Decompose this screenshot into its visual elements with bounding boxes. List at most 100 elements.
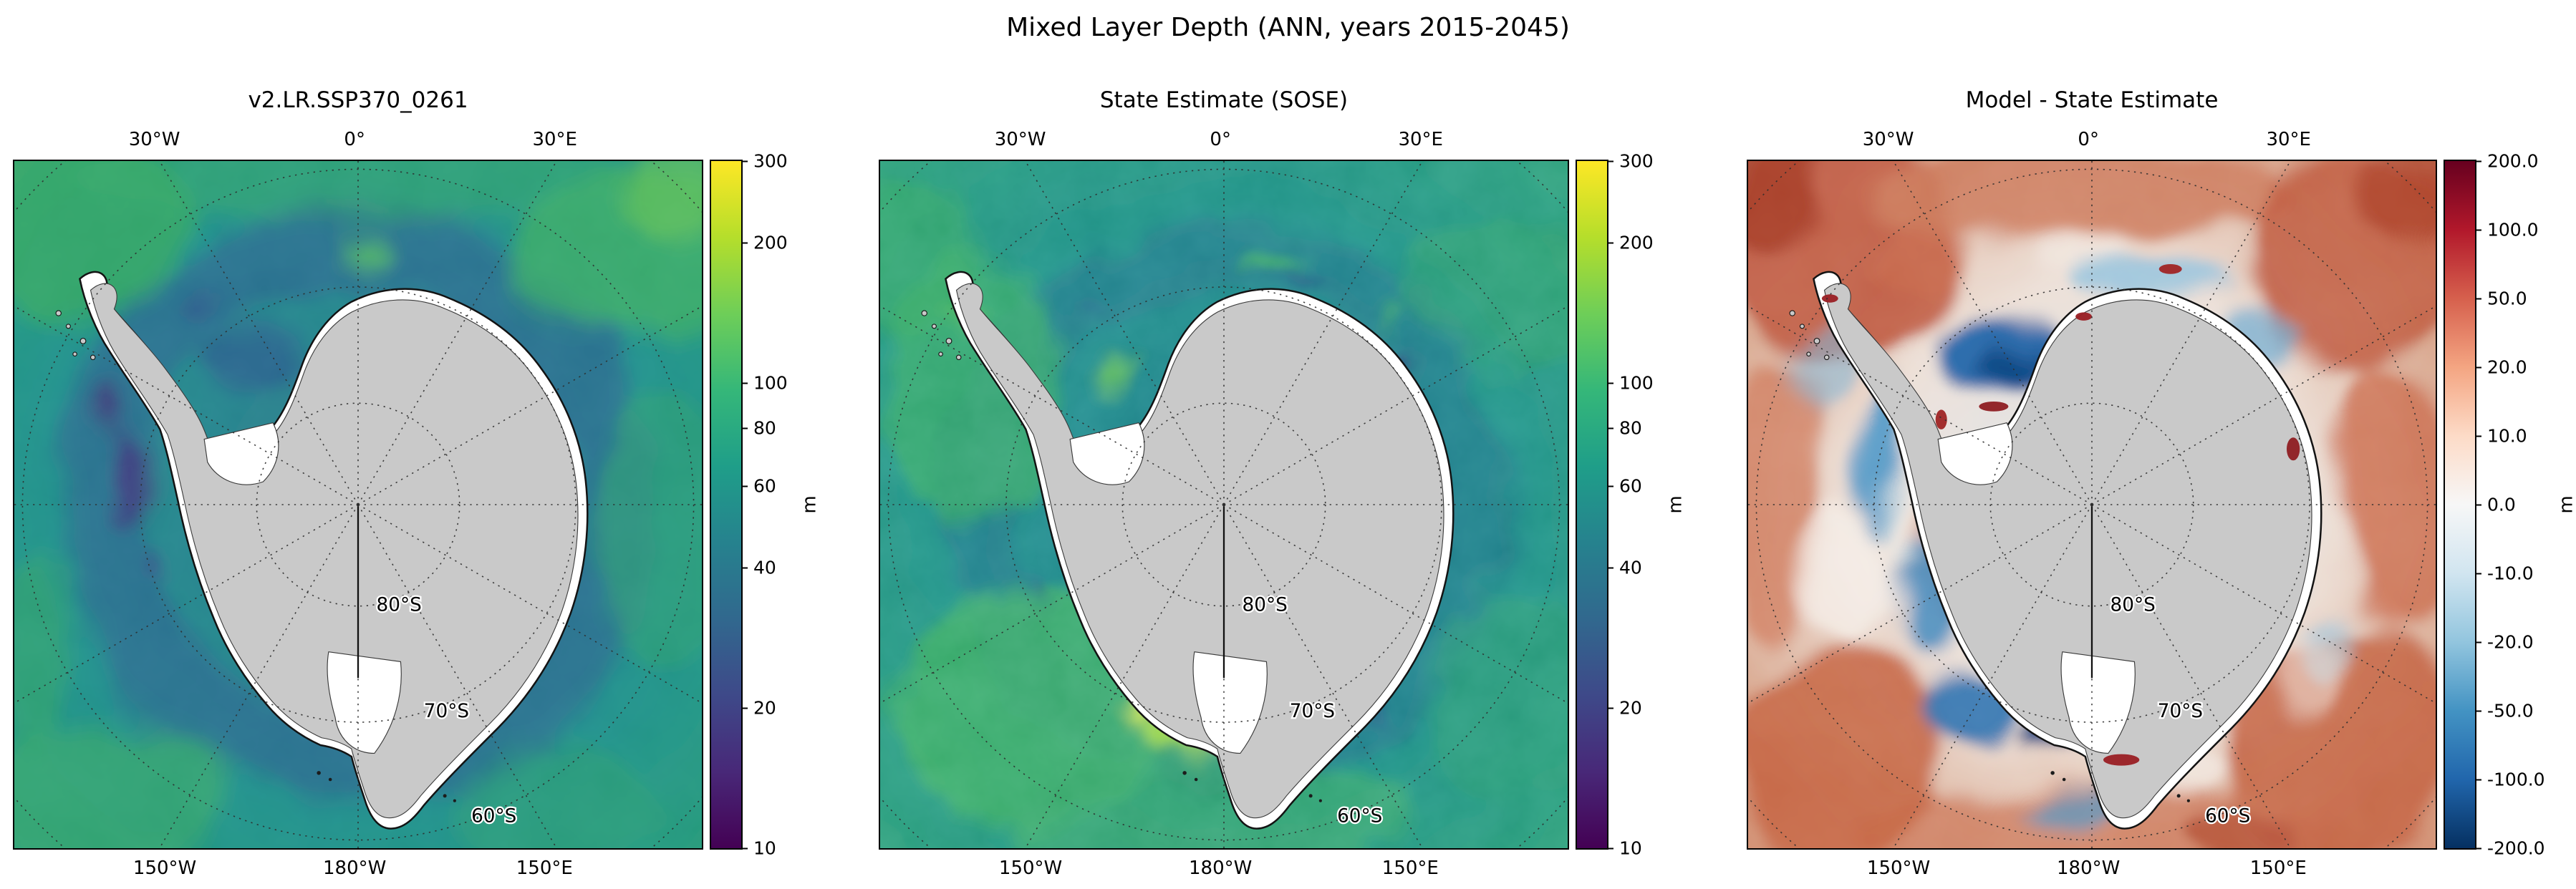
colorbar-tick-label: 100 xyxy=(753,372,788,394)
colorbar-tick-label: 100 xyxy=(1619,372,1654,394)
panel-model-colorbar: 300 200 100 80 60 40 20 10 xyxy=(710,151,788,859)
colorbar-tick: 100 xyxy=(1607,373,1654,394)
panel-sose-top-axis: 30°W 0° 30°E xyxy=(879,129,1569,153)
colorbar-tick-mark xyxy=(2475,160,2481,162)
panel-model-bottom-axis: 150°W 180°W 150°E xyxy=(13,858,703,882)
colorbar-tick-mark xyxy=(1607,242,1613,244)
colorbar-tick-label: 40 xyxy=(753,557,776,578)
colorbar-tick: 10.0 xyxy=(2475,426,2527,447)
panel-diff: Model - State Estimate 30°W 0° 30°E xyxy=(1747,72,2576,888)
panel-diff-title: Model - State Estimate xyxy=(1965,87,2219,113)
colorbar-tick-label: -200.0 xyxy=(2487,837,2545,859)
colorbar-tick-mark xyxy=(741,382,748,384)
colorbar-tick-label: -50.0 xyxy=(2487,700,2534,722)
panel-model-map xyxy=(13,160,703,850)
colorbar-tick-mark xyxy=(1607,707,1613,709)
panel-sose-map xyxy=(879,160,1569,850)
colorbar-tick-mark xyxy=(1607,847,1613,849)
colorbar-tick-mark xyxy=(2475,504,2481,505)
panel-sose-colorbar-unit: m xyxy=(1664,495,1687,514)
colorbar-tick-mark xyxy=(1607,485,1613,487)
colorbar-tick: -100.0 xyxy=(2475,769,2545,790)
colorbar-tick-label: 60 xyxy=(1619,475,1642,497)
colorbar-tick-label: 300 xyxy=(1619,150,1654,172)
panel-model: v2.LR.SSP370_0261 30°W 0° 30°E xyxy=(13,72,844,888)
axis-tick-label: 150°W xyxy=(1866,858,1931,879)
colorbar-tick-label: 10 xyxy=(1619,837,1642,859)
panel-sose-colorbar: 300 200 100 80 60 40 20 10 xyxy=(1576,151,1654,859)
colorbar-tick-mark xyxy=(1607,160,1613,162)
colorbar-tick-label: 20 xyxy=(753,697,776,719)
colorbar-tick: 10 xyxy=(1607,838,1642,859)
colorbar-tick-label: 20 xyxy=(1619,697,1642,719)
axis-tick-label: 30°W xyxy=(994,129,1046,150)
colorbar-tick-label: -10.0 xyxy=(2487,563,2534,584)
colorbar-tick: -10.0 xyxy=(2475,563,2534,584)
colorbar-tick: 300 xyxy=(741,151,788,172)
axis-tick-label: 180°W xyxy=(1189,858,1253,879)
axis-tick-label: 30°W xyxy=(128,129,180,150)
panel-diff-map xyxy=(1747,160,2437,850)
axis-tick-label: 30°W xyxy=(1862,129,1914,150)
colorbar-tick-label: 300 xyxy=(753,150,788,172)
colorbar-tick-label: 0.0 xyxy=(2487,494,2516,515)
colorbar-tick-label: 80 xyxy=(1619,417,1642,439)
axis-tick-label: 150°E xyxy=(1381,858,1439,879)
colorbar-tick-mark xyxy=(1607,427,1613,429)
colorbar-tick-label: 60 xyxy=(753,475,776,497)
colorbar-tick: 50.0 xyxy=(2475,288,2527,309)
colorbar-tick-mark xyxy=(741,707,748,709)
colorbar-tick: 60 xyxy=(1607,476,1642,497)
colorbar-tick: 20.0 xyxy=(2475,357,2527,378)
colorbar-tick: 10 xyxy=(741,838,776,859)
axis-tick-label: 30°E xyxy=(532,129,577,150)
colorbar-tick-label: -20.0 xyxy=(2487,631,2534,653)
colorbar-tick: 0.0 xyxy=(2475,495,2516,515)
colorbar-tick-label: 200.0 xyxy=(2487,150,2539,172)
colorbar-tick-label: 10 xyxy=(753,837,776,859)
colorbar-tick: 200 xyxy=(1607,233,1654,253)
colorbar-tick: -20.0 xyxy=(2475,632,2534,653)
axis-tick-label: 0° xyxy=(2078,129,2099,150)
panel-model-colorbar-unit: m xyxy=(799,495,821,514)
axis-tick-label: 150°W xyxy=(998,858,1063,879)
colorbar-tick: 80 xyxy=(741,418,776,439)
panel-diff-colorbar: 200.0 100.0 50.0 20.0 10.0 0.0 -10.0 -20.0 -50.0… xyxy=(2444,151,2545,859)
colorbar-tick-label: 50.0 xyxy=(2487,288,2527,309)
colorbar-tick-mark xyxy=(2475,641,2481,643)
panel-sose-title: State Estimate (SOSE) xyxy=(1099,87,1349,113)
colorbar-tick-label: -100.0 xyxy=(2487,769,2545,790)
colorbar-tick-label: 20.0 xyxy=(2487,356,2527,378)
colorbar-tick: 20 xyxy=(741,698,776,719)
colorbar-tick: 60 xyxy=(741,476,776,497)
colorbar-tick: 80 xyxy=(1607,418,1642,439)
colorbar-tick-mark xyxy=(2475,366,2481,368)
axis-tick-label: 180°W xyxy=(323,858,387,879)
colorbar-tick: 100 xyxy=(741,373,788,394)
panel-model-top-axis: 30°W 0° 30°E xyxy=(13,129,703,153)
colorbar-tick-label: 80 xyxy=(753,417,776,439)
colorbar-tick-mark xyxy=(2475,710,2481,711)
colorbar-tick-mark xyxy=(741,160,748,162)
colorbar-tick-mark xyxy=(1607,567,1613,569)
axis-tick-label: 30°E xyxy=(1398,129,1443,150)
colorbar-tick-mark xyxy=(741,567,748,569)
colorbar-tick: 100.0 xyxy=(2475,220,2539,241)
colorbar-tick: 200.0 xyxy=(2475,151,2539,172)
colorbar-tick: 20 xyxy=(1607,698,1642,719)
colorbar-tick-label: 100.0 xyxy=(2487,219,2539,241)
colorbar-tick: 200 xyxy=(741,233,788,253)
panel-diff-colorbar-unit: m xyxy=(2555,495,2576,514)
panel-diff-top-axis: 30°W 0° 30°E xyxy=(1747,129,2437,153)
colorbar-tick-label: 200 xyxy=(753,232,788,253)
panel-diff-bottom-axis: 150°W 180°W 150°E xyxy=(1747,858,2437,882)
panel-sose-bottom-axis: 150°W 180°W 150°E xyxy=(879,858,1569,882)
colorbar-tick-label: 10.0 xyxy=(2487,425,2527,447)
panel-model-title: v2.LR.SSP370_0261 xyxy=(248,87,468,113)
colorbar-tick: -200.0 xyxy=(2475,838,2545,859)
colorbar-tick-mark xyxy=(2475,229,2481,230)
axis-tick-label: 150°E xyxy=(2249,858,2307,879)
colorbar-tick-label: 40 xyxy=(1619,557,1642,578)
axis-tick-label: 0° xyxy=(1210,129,1231,150)
